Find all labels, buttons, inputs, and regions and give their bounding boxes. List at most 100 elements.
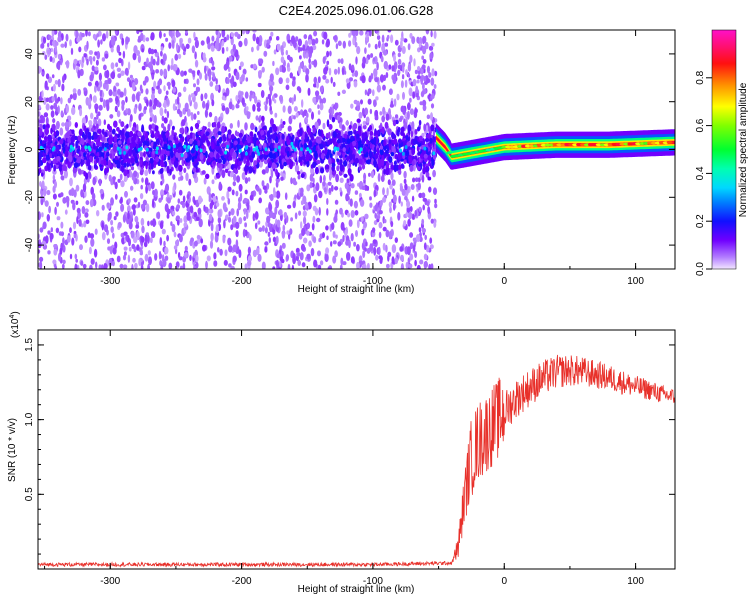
x-tick-label: -100: [363, 276, 383, 287]
noise-blob: [228, 101, 233, 110]
noise-blob: [221, 105, 226, 112]
noise-blob: [142, 161, 146, 166]
noise-blob: [190, 126, 194, 132]
noise-blob: [72, 167, 78, 174]
noise-blob: [75, 140, 78, 149]
spectrogram-marks: [38, 30, 675, 269]
noise-blob: [131, 243, 136, 249]
noise-blob: [434, 198, 437, 204]
noise-blob: [44, 54, 48, 60]
noise-blob: [67, 115, 72, 121]
noise-blob: [204, 73, 208, 81]
noise-blob: [382, 242, 386, 251]
noise-blob: [207, 157, 212, 163]
noise-blob: [121, 99, 125, 107]
noise-blob: [216, 153, 219, 160]
noise-blob: [252, 137, 256, 143]
noise-blob: [83, 125, 87, 131]
noise-blob: [212, 121, 217, 128]
noise-blob: [145, 88, 149, 95]
noise-peak: [180, 153, 184, 158]
noise-blob: [314, 207, 319, 216]
noise-blob: [382, 226, 387, 232]
noise-blob: [67, 130, 72, 136]
noise-blob: [88, 139, 91, 145]
noise-blob: [388, 156, 393, 163]
noise-blob: [358, 166, 362, 171]
noise-blob: [365, 116, 370, 124]
noise-peak: [125, 145, 129, 150]
noise-blob: [193, 265, 197, 269]
noise-blob: [180, 201, 185, 205]
noise-blob: [266, 215, 271, 224]
noise-blob: [416, 264, 421, 269]
noise-blob: [295, 247, 300, 254]
noise-blob: [151, 73, 155, 80]
noise-blob: [401, 188, 406, 196]
noise-blob: [139, 170, 144, 176]
noise-blob: [148, 124, 152, 131]
noise-peak: [256, 148, 260, 153]
noise-blob: [322, 97, 327, 104]
noise-blob: [153, 97, 158, 106]
noise-blob: [349, 77, 353, 82]
noise-blob: [146, 57, 149, 65]
noise-blob: [176, 32, 181, 37]
noise-blob: [117, 221, 122, 229]
noise-blob: [343, 160, 348, 167]
noise-blob: [47, 134, 52, 140]
noise-blob: [123, 162, 127, 168]
noise-blob: [261, 66, 265, 73]
noise-blob: [110, 163, 113, 169]
snr-y-ticks: 0.51.01.5: [24, 338, 675, 555]
noise-blob: [355, 133, 360, 139]
noise-blob: [115, 62, 119, 68]
noise-blob: [268, 203, 273, 212]
noise-blob: [87, 81, 92, 87]
noise-blob: [326, 119, 330, 128]
noise-blob: [228, 155, 233, 161]
noise-blob: [249, 194, 254, 201]
noise-blob: [322, 181, 326, 187]
noise-blob: [243, 197, 248, 203]
noise-blob: [384, 121, 389, 129]
noise-blob: [390, 172, 394, 181]
noise-blob: [76, 37, 81, 43]
noise-blob: [93, 134, 98, 140]
noise-blob: [372, 89, 375, 97]
noise-blob: [282, 105, 286, 113]
noise-blob: [308, 240, 312, 247]
colorbar-tick-label: 0.6: [695, 118, 706, 132]
noise-blob: [64, 150, 69, 158]
noise-blob: [97, 128, 102, 135]
noise-blob: [428, 72, 432, 78]
noise-blob: [144, 253, 149, 262]
noise-blob: [373, 159, 377, 168]
noise-peak: [404, 145, 408, 150]
noise-blob: [154, 132, 158, 140]
noise-blob: [149, 157, 154, 164]
noise-blob: [287, 204, 292, 209]
noise-blob: [256, 107, 261, 112]
noise-blob: [183, 78, 187, 84]
noise-blob: [73, 233, 77, 239]
noise-blob: [315, 81, 320, 89]
noise-blob: [281, 133, 285, 140]
noise-blob: [91, 192, 96, 201]
noise-blob: [196, 78, 200, 86]
noise-blob: [54, 44, 57, 53]
noise-blob: [421, 218, 425, 225]
noise-blob: [172, 87, 177, 93]
noise-blob: [366, 185, 370, 191]
noise-peak: [401, 151, 405, 156]
noise-blob: [52, 169, 57, 175]
noise-blob: [76, 216, 79, 225]
noise-blob: [154, 125, 159, 131]
noise-blob: [431, 42, 435, 47]
noise-blob: [422, 166, 426, 175]
noise-blob: [172, 174, 176, 180]
noise-blob: [190, 93, 195, 98]
noise-blob: [118, 140, 122, 145]
noise-blob: [159, 221, 164, 230]
